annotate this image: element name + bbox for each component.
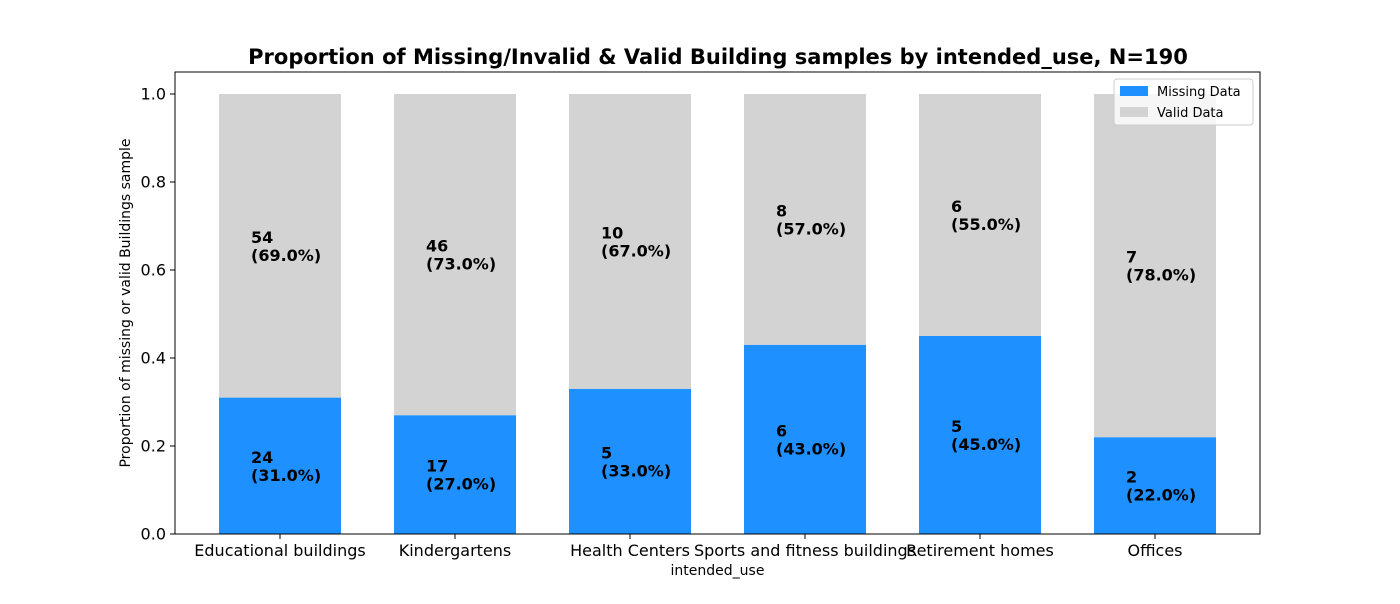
valid-data-bar-3: [744, 94, 866, 345]
missing-percent-label-2: (33.0%): [601, 461, 671, 480]
missing-count-label-2: 5: [601, 443, 612, 462]
bar-labels-layer: 24(31.0%)54(69.0%)17(27.0%)46(73.0%)5(33…: [251, 197, 1196, 505]
missing-data-bar-4: [919, 336, 1041, 534]
legend-swatch-0: [1120, 86, 1148, 96]
valid-data-bar-1: [394, 94, 516, 416]
missing-data-bar-1: [394, 415, 516, 534]
x-tick-label-0: Educational buildings: [194, 541, 365, 560]
x-axis-label: intended_use: [671, 563, 765, 579]
x-tick-label-2: Health Centers: [570, 541, 690, 560]
valid-count-label-4: 6: [951, 197, 962, 216]
x-tick-label-4: Retirement homes: [906, 541, 1054, 560]
missing-percent-label-0: (31.0%): [251, 466, 321, 485]
y-tick-label-0: 0.0: [141, 525, 166, 544]
missing-percent-label-1: (27.0%): [426, 475, 496, 494]
bars-layer: [219, 94, 1216, 534]
valid-count-label-3: 8: [776, 201, 787, 220]
valid-count-label-1: 46: [426, 237, 448, 256]
y-tick-label-4: 0.8: [141, 173, 166, 192]
missing-count-label-4: 5: [951, 417, 962, 436]
missing-data-bar-2: [569, 388, 691, 534]
valid-percent-label-0: (69.0%): [251, 246, 321, 265]
plot-frame: [174, 71, 1261, 535]
y-tick-label-5: 1.0: [141, 85, 166, 104]
missing-count-label-5: 2: [1126, 468, 1137, 487]
legend-label-0: Missing Data: [1157, 85, 1241, 100]
chart-title: Proportion of Missing/Invalid & Valid Bu…: [248, 45, 1188, 69]
missing-count-label-0: 24: [251, 448, 273, 467]
y-axis-label: Proportion of missing or valid Buildings…: [118, 138, 134, 467]
legend-swatch-1: [1120, 107, 1148, 117]
valid-data-bar-0: [219, 94, 341, 398]
valid-data-bar-5: [1094, 94, 1216, 438]
valid-data-bar-4: [919, 94, 1041, 336]
missing-count-label-3: 6: [776, 421, 787, 440]
valid-percent-label-2: (67.0%): [601, 241, 671, 260]
missing-percent-label-5: (22.0%): [1126, 486, 1196, 505]
x-tick-label-5: Offices: [1127, 541, 1182, 560]
legend-label-1: Valid Data: [1157, 106, 1224, 121]
missing-data-bar-5: [1094, 437, 1216, 534]
y-tick-label-3: 0.6: [141, 261, 166, 280]
x-tick-label-3: Sports and fitness buildings: [694, 541, 916, 560]
valid-count-label-2: 10: [601, 223, 623, 242]
legend: Missing Data Valid Data: [1113, 78, 1254, 126]
y-tick-label-2: 0.4: [141, 349, 166, 368]
valid-percent-label-1: (73.0%): [426, 255, 496, 274]
valid-count-label-0: 54: [251, 228, 273, 247]
x-tick-label-1: Kindergartens: [399, 541, 512, 560]
missing-data-bar-3: [744, 344, 866, 534]
valid-percent-label-3: (57.0%): [776, 219, 846, 238]
valid-count-label-5: 7: [1126, 248, 1137, 267]
missing-percent-label-3: (43.0%): [776, 439, 846, 458]
legend-box: [1113, 78, 1254, 126]
y-tick-label-1: 0.2: [141, 437, 166, 456]
axes-layer: Educational buildings Kindergartens Health…: [141, 71, 1261, 560]
valid-percent-label-5: (78.0%): [1126, 266, 1196, 285]
missing-data-bar-0: [219, 397, 341, 534]
valid-data-bar-2: [569, 94, 691, 389]
missing-count-label-1: 17: [426, 457, 448, 476]
valid-percent-label-4: (55.0%): [951, 215, 1021, 234]
missing-percent-label-4: (45.0%): [951, 435, 1021, 454]
